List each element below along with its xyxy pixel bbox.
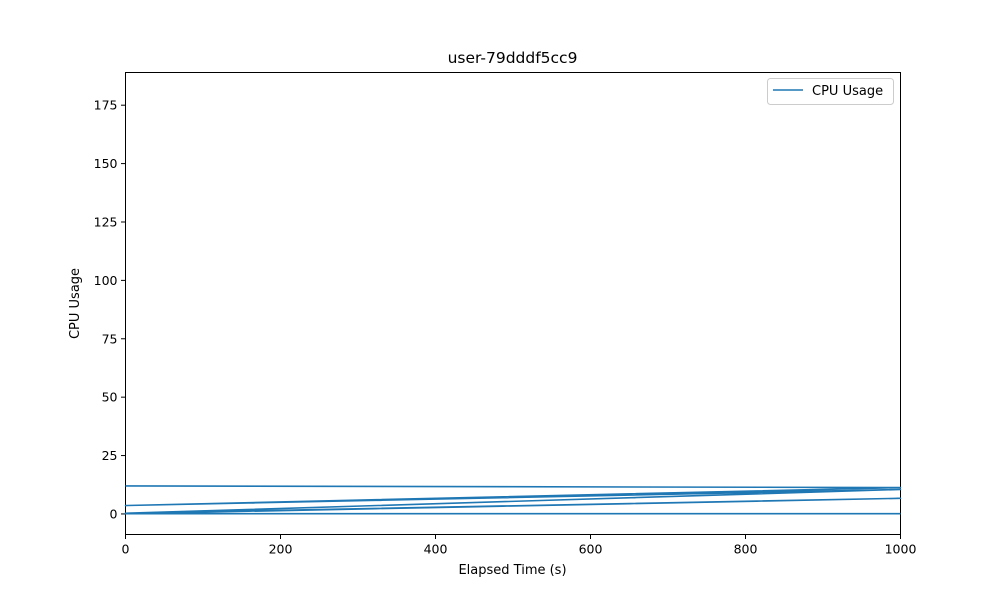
legend-box	[767, 78, 894, 105]
y-tick-label: 100	[94, 273, 118, 288]
y-tick-label: 0	[110, 506, 118, 521]
chart-title: user-79dddf5cc9	[448, 49, 578, 67]
y-tick-label: 75	[102, 331, 118, 346]
y-tick-label: 25	[102, 448, 118, 463]
y-tick-label: 125	[94, 214, 118, 229]
series-line-cpu-usage	[124, 485, 902, 515]
y-axis-label: CPU Usage	[68, 268, 83, 339]
x-axis-label: Elapsed Time (s)	[458, 563, 566, 578]
y-tick-label: 150	[94, 156, 118, 171]
legend: CPU Usage	[767, 78, 894, 105]
series-layer	[124, 485, 902, 515]
y-axis: 0 25 50 75 100 125 150 175	[94, 98, 126, 521]
x-tick-label: 400	[424, 542, 448, 557]
x-tick-label: 200	[269, 542, 293, 557]
x-tick-label: 1000	[885, 542, 917, 557]
y-tick-label: 50	[102, 390, 118, 405]
legend-label: CPU Usage	[812, 84, 883, 99]
y-tick-label: 175	[94, 98, 118, 113]
x-axis: 0 200 400 600 800 1000	[122, 534, 917, 557]
plot-area-frame	[125, 72, 901, 535]
x-tick-label: 800	[734, 542, 758, 557]
x-tick-label: 600	[579, 542, 603, 557]
x-tick-label: 0	[122, 542, 130, 557]
